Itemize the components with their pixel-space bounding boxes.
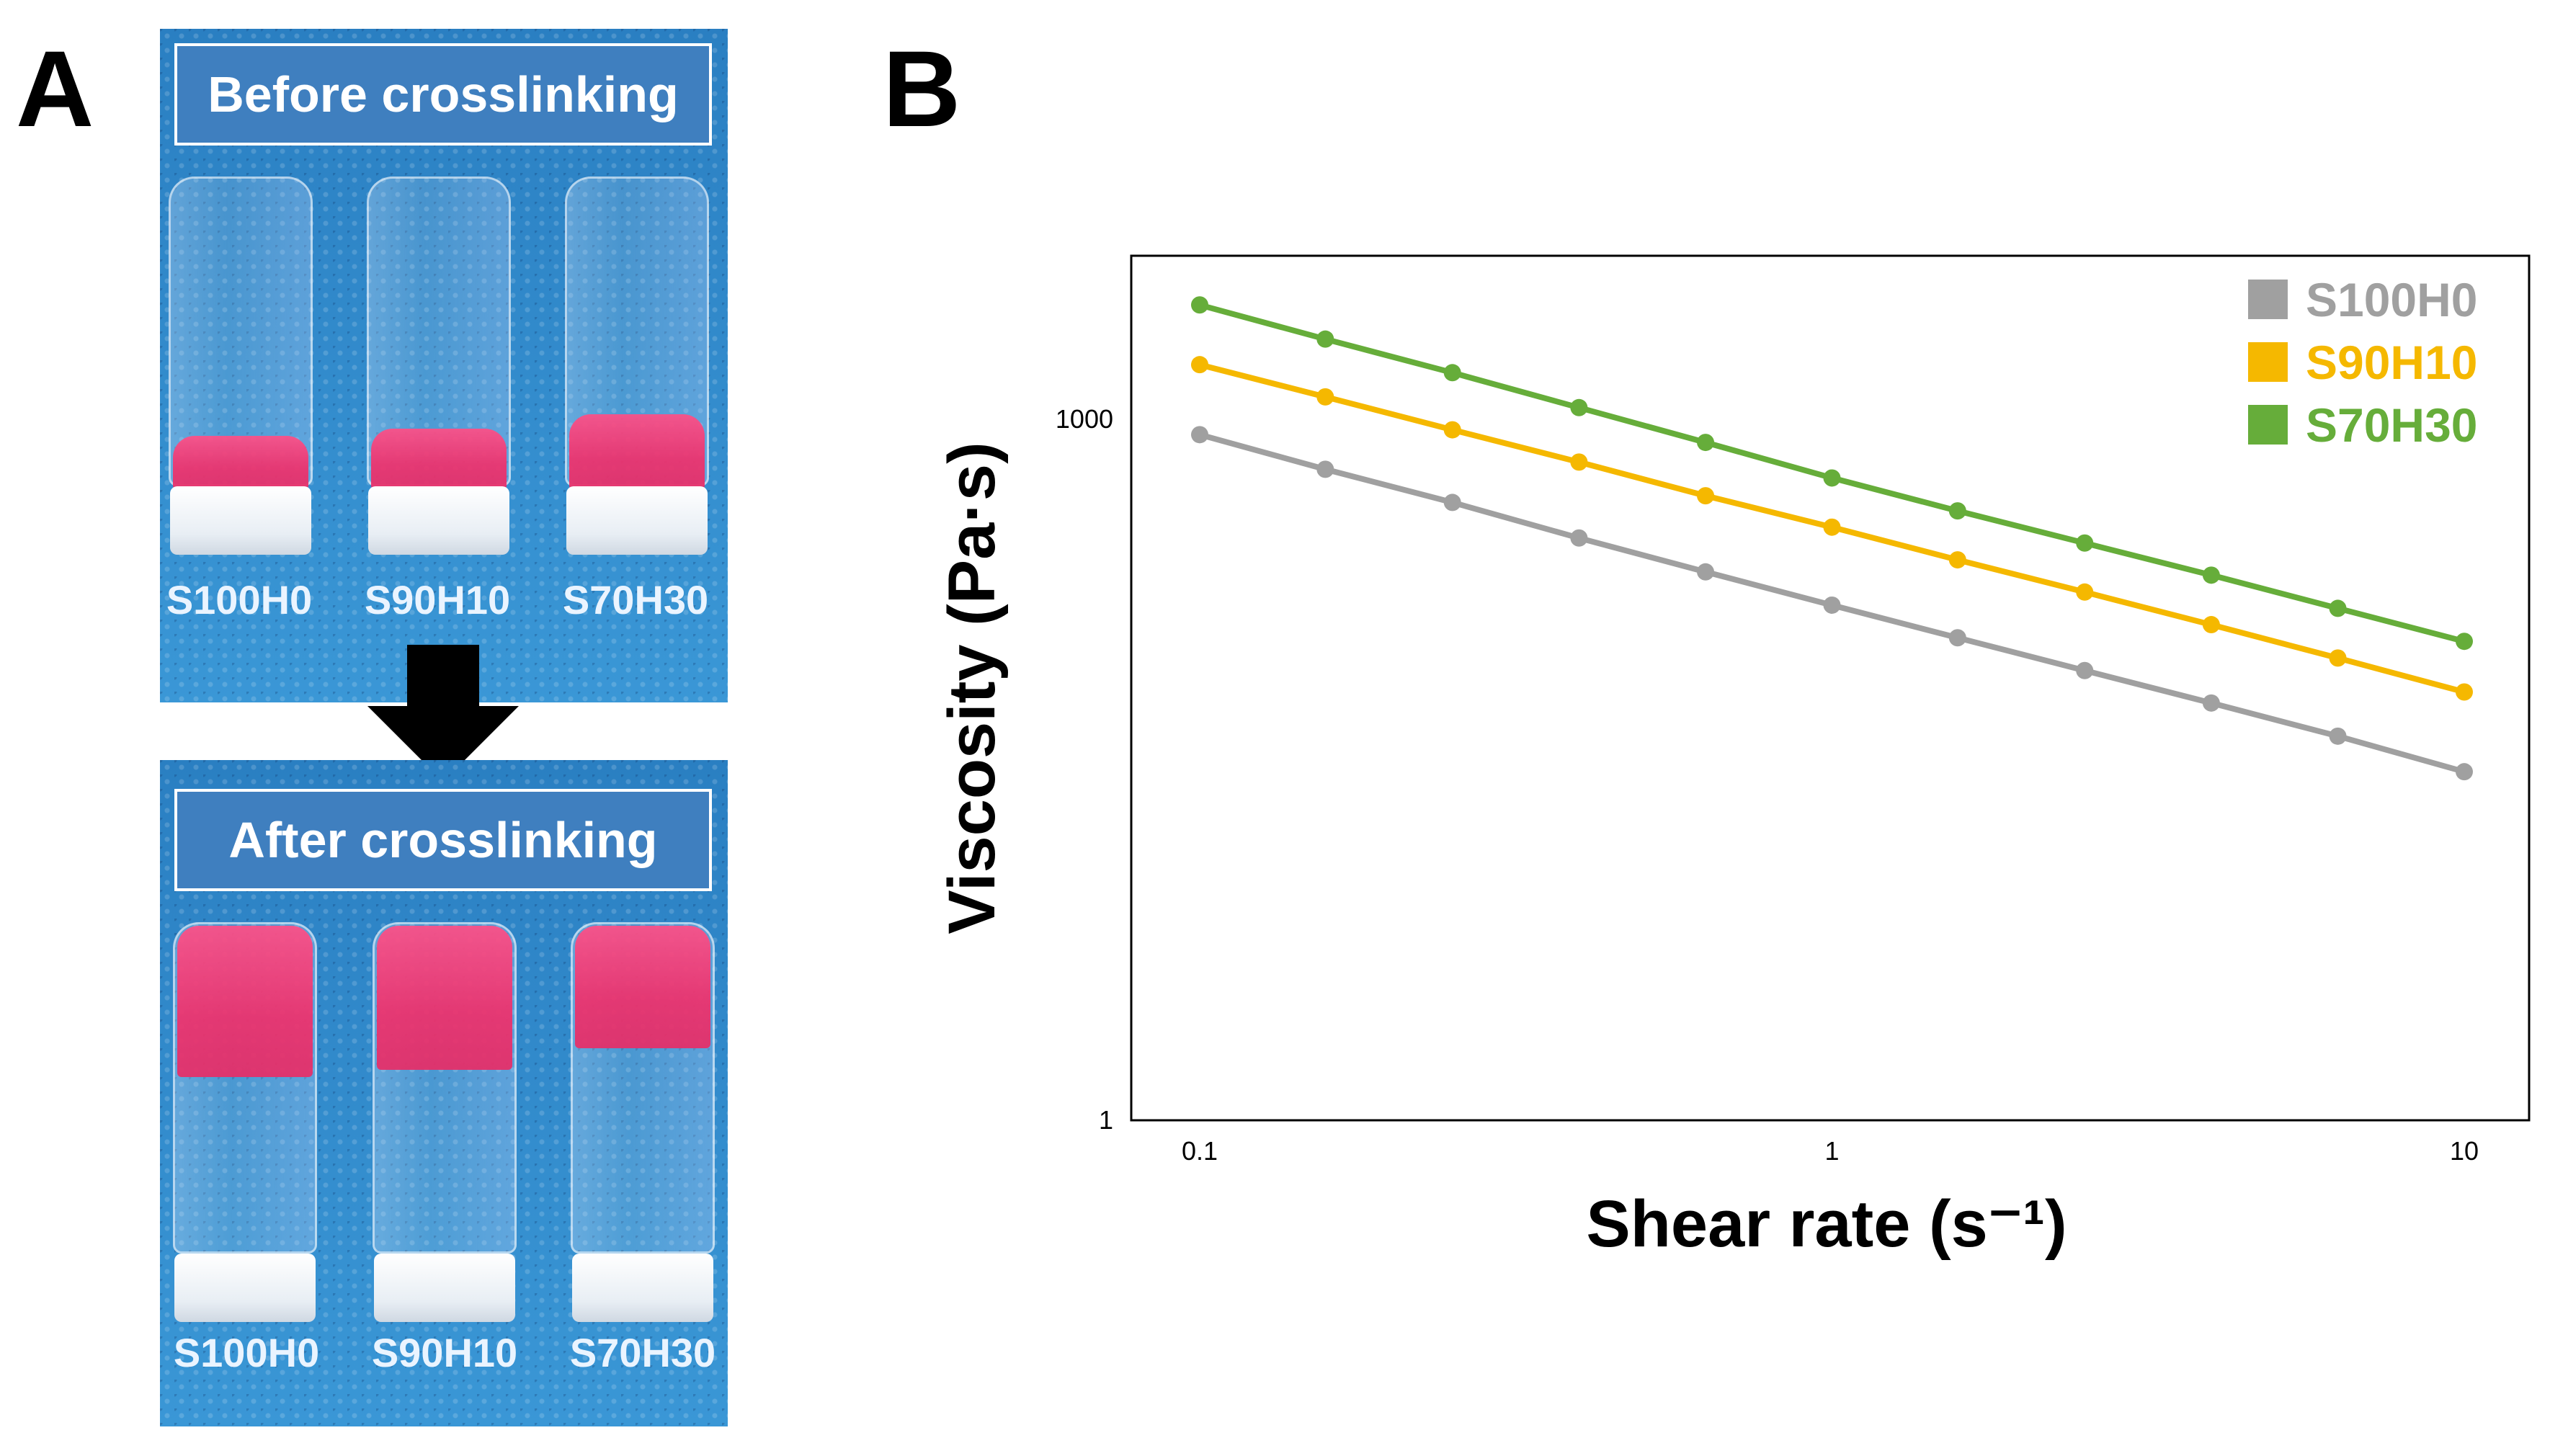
data-point-s70h30 <box>1191 296 1208 314</box>
vial-s70h30-after <box>571 922 715 1340</box>
data-point-s90h10 <box>2456 683 2473 701</box>
data-point-s70h30 <box>1316 330 1334 348</box>
vial-label-s90h10-before: S90H10 <box>364 577 511 622</box>
photo-before-crosslinking: Before crosslinking S100H0 S90H10 S70H30 <box>160 29 728 702</box>
legend-swatch-s100h0 <box>2248 280 2288 319</box>
data-point-s100h0 <box>1570 529 1588 547</box>
y-tick-label: 1 <box>1099 1105 1113 1135</box>
series-layer <box>1191 296 2473 781</box>
vial-label-s100h0-before: S100H0 <box>166 577 313 622</box>
legend-label-s90h10: S90H10 <box>2306 336 2478 389</box>
data-point-s100h0 <box>1316 460 1334 478</box>
photo-after-crosslinking: After crosslinking S100H0 S90H10 S70H30 <box>160 760 728 1426</box>
data-point-s70h30 <box>1823 469 1841 487</box>
data-point-s90h10 <box>1191 356 1208 374</box>
legend-swatch-s70h30 <box>2248 405 2288 445</box>
data-point-s70h30 <box>2329 599 2347 617</box>
data-point-s100h0 <box>1823 596 1841 614</box>
data-point-s100h0 <box>2456 763 2473 781</box>
panel-label-a: A <box>16 28 94 149</box>
data-point-s70h30 <box>1443 364 1461 382</box>
panel-label-b: B <box>883 28 961 149</box>
data-point-s100h0 <box>1191 426 1208 444</box>
x-tick-label: 1 <box>1824 1136 1839 1166</box>
data-point-s90h10 <box>1697 487 1715 505</box>
tick-layer: 0.1 1 10 1 1000 <box>1056 404 2479 1166</box>
vial-s90h10-before <box>367 177 511 580</box>
vial-s100h0-after <box>173 922 317 1340</box>
data-point-s70h30 <box>1948 502 1966 520</box>
data-point-s90h10 <box>1316 388 1334 406</box>
vial-label-s70h30-before: S70H30 <box>562 577 709 622</box>
data-point-s90h10 <box>1823 518 1841 536</box>
legend-label-s70h30: S70H30 <box>2306 398 2478 452</box>
data-point-s70h30 <box>2076 534 2094 552</box>
x-axis-label: Shear rate (s⁻¹) <box>1586 1187 2067 1261</box>
data-point-s70h30 <box>1697 434 1715 452</box>
data-point-s100h0 <box>2202 694 2220 712</box>
x-tick-label: 10 <box>2450 1136 2479 1166</box>
down-arrow-icon <box>367 645 519 782</box>
vial-label-s100h0-after: S100H0 <box>173 1330 320 1375</box>
vial-s90h10-after <box>373 922 517 1340</box>
data-point-s90h10 <box>1948 551 1966 569</box>
legend-swatch-s90h10 <box>2248 342 2288 382</box>
data-point-s90h10 <box>1443 421 1461 439</box>
legend: S100H0 S90H10 S70H30 <box>2248 273 2478 452</box>
photo-title-after: After crosslinking <box>174 789 712 891</box>
y-axis-label: Viscosity (Pa·s) <box>935 442 1009 934</box>
data-point-s70h30 <box>2456 633 2473 651</box>
data-point-s70h30 <box>1570 398 1588 416</box>
data-point-s90h10 <box>2076 583 2094 601</box>
data-point-s100h0 <box>1443 493 1461 512</box>
legend-label-s100h0: S100H0 <box>2306 273 2478 326</box>
plot-frame <box>1130 254 2531 1122</box>
data-point-s100h0 <box>1697 563 1715 581</box>
viscosity-chart: 0.1 1 10 1 1000 S100H0 S90H10 S70H30 Viscosity… <box>935 254 2531 1261</box>
vial-s70h30-before <box>565 177 709 580</box>
vial-label-s70h30-after: S70H30 <box>569 1330 716 1375</box>
y-tick-label: 1000 <box>1056 404 1113 434</box>
data-point-s100h0 <box>2076 661 2094 679</box>
data-point-s90h10 <box>1570 453 1588 471</box>
vial-label-s90h10-after: S90H10 <box>371 1330 518 1375</box>
photo-title-before: Before crosslinking <box>174 43 712 146</box>
x-tick-label: 0.1 <box>1182 1136 1218 1166</box>
data-point-s90h10 <box>2202 616 2220 634</box>
data-point-s90h10 <box>2329 649 2347 667</box>
data-point-s100h0 <box>1948 629 1966 647</box>
data-point-s100h0 <box>2329 727 2347 745</box>
vial-s100h0-before <box>169 177 313 580</box>
data-point-s70h30 <box>2202 566 2220 584</box>
